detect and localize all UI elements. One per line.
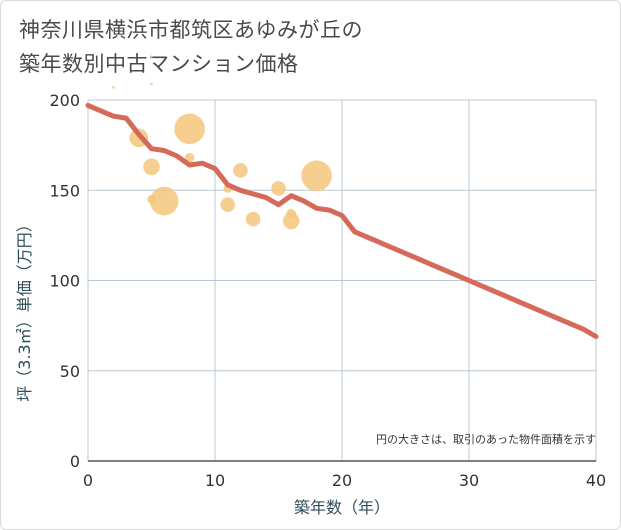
y-tick-label: 0 xyxy=(70,452,80,471)
x-axis-ticks: 0 10 20 30 40 xyxy=(83,471,606,490)
grid-lines xyxy=(87,99,597,462)
data-bubble xyxy=(150,55,153,58)
y-tick-label: 200 xyxy=(49,91,80,110)
y-tick-label: 150 xyxy=(49,181,80,200)
chart-title-line-2: 築年数別中古マンション価格 xyxy=(19,52,299,76)
chart-title-line-1: 神奈川県横浜市都筑区あゆみが丘の xyxy=(19,18,363,42)
x-axis-title: 築年数（年） xyxy=(294,498,390,517)
x-tick-label: 30 xyxy=(459,471,479,490)
x-tick-label: 20 xyxy=(332,471,352,490)
bubble-size-note: 円の大きさは、取引のあった物件面積を示す xyxy=(376,432,596,446)
data-bubble xyxy=(282,212,300,230)
y-axis-title: 坪（3.3㎡）単価（万円） xyxy=(15,216,34,401)
data-bubble xyxy=(184,152,195,163)
data-bubble xyxy=(220,197,235,212)
data-bubble xyxy=(271,181,286,196)
data-bubble xyxy=(149,186,179,216)
x-tick-label: 10 xyxy=(205,471,225,490)
data-bubble xyxy=(112,86,115,89)
data-bubble xyxy=(143,158,160,176)
trend-line-layer xyxy=(85,102,599,339)
data-bubble xyxy=(150,82,153,86)
y-tick-label: 50 xyxy=(60,362,80,381)
chart-title: 神奈川県横浜市都筑区あゆみが丘の 築年数別中古マンション価格 xyxy=(19,13,599,81)
data-bubble xyxy=(301,160,332,192)
y-axis-ticks: 0 50 100 150 200 xyxy=(49,91,80,471)
x-tick-label: 40 xyxy=(586,471,606,490)
data-bubble xyxy=(233,163,248,178)
trend-line xyxy=(85,102,599,339)
x-tick-label: 0 xyxy=(83,471,93,490)
bubble-layer xyxy=(112,55,332,230)
data-bubble xyxy=(245,211,261,227)
data-bubble xyxy=(174,113,205,145)
y-tick-label: 100 xyxy=(49,272,80,291)
